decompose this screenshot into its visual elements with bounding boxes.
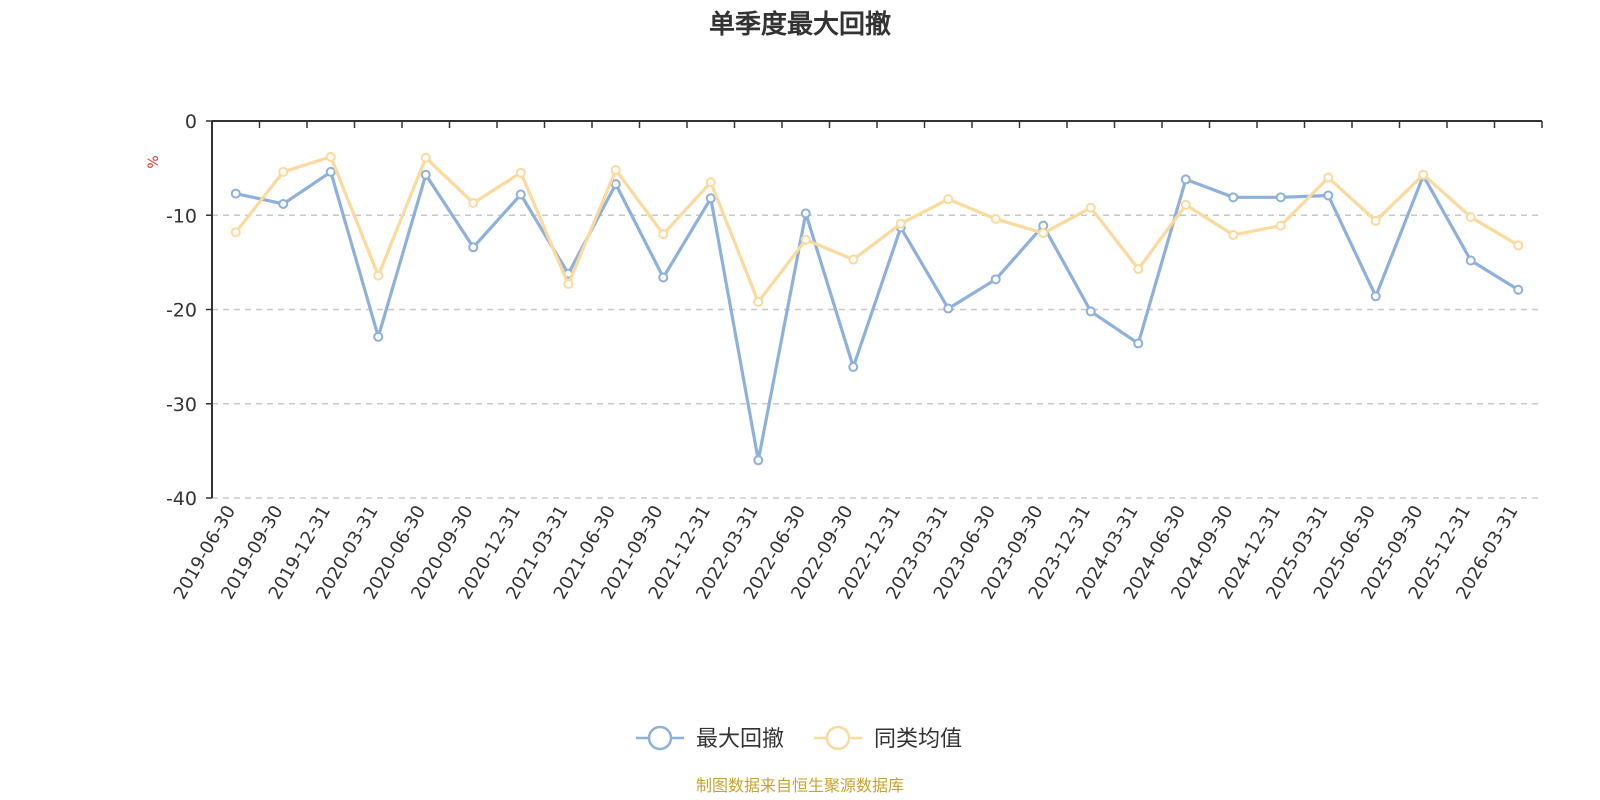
legend-marker-icon <box>647 725 673 751</box>
data-point <box>1465 255 1476 266</box>
data-point <box>563 279 574 290</box>
data-point <box>515 167 526 178</box>
series-line <box>234 155 1520 304</box>
data-point <box>610 179 621 190</box>
series-1 <box>230 166 1524 466</box>
data-point <box>278 166 289 177</box>
y-tick-label: -30 <box>166 394 197 416</box>
legend-item-2[interactable]: 同类均值 <box>814 725 962 752</box>
data-point <box>1180 199 1191 210</box>
data-point <box>1275 220 1286 231</box>
data-point <box>1085 306 1096 317</box>
legend-label: 最大回撤 <box>696 727 784 752</box>
data-point <box>705 177 716 188</box>
data-source-note: 制图数据来自恒生聚源数据库 <box>696 776 904 795</box>
data-point <box>230 188 241 199</box>
data-point <box>1370 291 1381 302</box>
series-2 <box>230 151 1524 307</box>
legend-label: 同类均值 <box>874 727 962 752</box>
data-point <box>848 361 859 372</box>
data-point <box>1323 172 1334 183</box>
data-point <box>990 274 1001 285</box>
data-point <box>848 254 859 265</box>
data-point <box>1418 169 1429 180</box>
data-point <box>468 197 479 208</box>
data-point <box>373 270 384 281</box>
data-point <box>705 193 716 204</box>
data-point <box>1133 338 1144 349</box>
data-point <box>1370 215 1381 226</box>
data-point <box>278 198 289 209</box>
data-point <box>895 218 906 229</box>
data-point <box>1465 212 1476 223</box>
data-point <box>515 189 526 200</box>
grid-lines <box>212 214 1542 499</box>
data-point <box>420 169 431 180</box>
data-point <box>943 194 954 205</box>
series-lines <box>230 151 1524 466</box>
data-point <box>1275 192 1286 203</box>
series-line <box>235 170 1520 462</box>
data-point <box>943 303 954 314</box>
data-point <box>373 331 384 342</box>
legend[interactable]: 最大回撤 同类均值 <box>636 725 962 752</box>
legend-item-1[interactable]: 最大回撤 <box>636 725 784 752</box>
data-point <box>753 455 764 466</box>
data-point <box>1513 240 1524 251</box>
data-point <box>1513 284 1524 295</box>
data-point <box>1133 263 1144 274</box>
data-point <box>325 151 336 162</box>
data-point <box>610 165 621 176</box>
y-axis-unit-label: % <box>146 155 162 168</box>
data-point <box>1180 174 1191 185</box>
legend-marker-icon <box>825 725 851 751</box>
data-point <box>658 229 669 240</box>
data-point <box>800 234 811 245</box>
data-point <box>800 208 811 219</box>
data-point <box>468 242 479 253</box>
data-point <box>420 152 431 163</box>
data-point <box>1228 230 1239 241</box>
data-point <box>658 272 669 283</box>
data-point <box>1085 202 1096 213</box>
data-point <box>1038 228 1049 239</box>
y-tick-label: -40 <box>166 488 197 510</box>
data-point <box>1323 190 1334 201</box>
chart-title: 单季度最大回撤 <box>709 9 891 40</box>
data-point <box>230 227 241 238</box>
y-tick-label: 0 <box>185 111 197 133</box>
data-point <box>1228 192 1239 203</box>
y-tick-label: -20 <box>166 300 197 322</box>
data-point <box>753 296 764 307</box>
y-tick-label: -10 <box>166 205 197 227</box>
data-point <box>325 166 336 177</box>
data-point <box>990 214 1001 225</box>
